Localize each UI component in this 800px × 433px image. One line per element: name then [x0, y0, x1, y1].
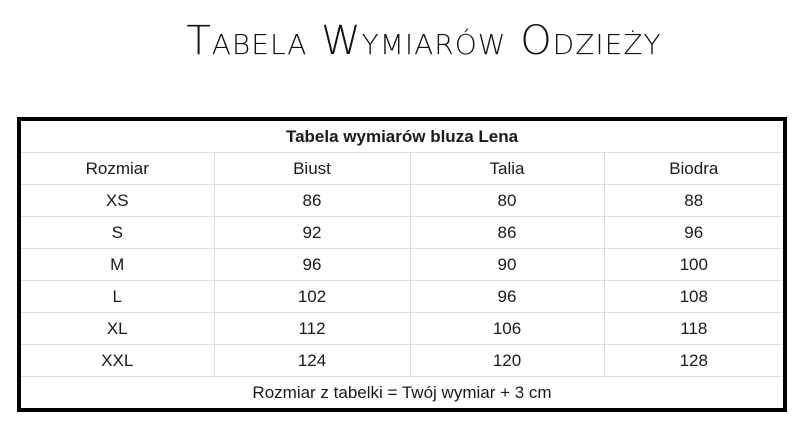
cell-bust: 102	[213, 280, 411, 313]
cell-size: XXL	[18, 344, 215, 377]
header-bust: Biust	[213, 152, 411, 185]
cell-size: S	[18, 216, 215, 249]
table-row: XXL 124 120 128	[18, 344, 786, 377]
header-hips: Biodra	[603, 152, 786, 185]
cell-waist: 90	[409, 248, 605, 281]
page-title: Tabela Wymiarów Odzieży	[186, 18, 662, 64]
cell-hips: 118	[603, 312, 786, 345]
table-row: L 102 96 108	[18, 280, 786, 313]
header-row: Rozmiar Biust Talia Biodra	[18, 152, 786, 185]
cell-hips: 108	[603, 280, 786, 313]
cell-size: L	[18, 280, 215, 313]
cell-bust: 96	[213, 248, 411, 281]
cell-bust: 124	[213, 344, 411, 377]
cell-hips: 88	[603, 184, 786, 217]
header-size: Rozmiar	[18, 152, 215, 185]
table-caption: Tabela wymiarów bluza Lena	[18, 118, 786, 153]
cell-size: XS	[18, 184, 215, 217]
size-table: Tabela wymiarów bluza Lena Rozmiar Biust…	[17, 117, 788, 412]
cell-waist: 120	[409, 344, 605, 377]
table-footer-note: Rozmiar z tabelki = Twój wymiar + 3 cm	[18, 376, 786, 411]
cell-hips: 100	[603, 248, 786, 281]
cell-hips: 96	[603, 216, 786, 249]
cell-size: XL	[18, 312, 215, 345]
table-row: S 92 86 96	[18, 216, 786, 249]
caption-row: Tabela wymiarów bluza Lena	[18, 118, 786, 153]
cell-waist: 106	[409, 312, 605, 345]
cell-hips: 128	[603, 344, 786, 377]
cell-waist: 80	[409, 184, 605, 217]
cell-bust: 86	[213, 184, 411, 217]
footer-row: Rozmiar z tabelki = Twój wymiar + 3 cm	[18, 376, 786, 411]
table-row: M 96 90 100	[18, 248, 786, 281]
cell-size: M	[18, 248, 215, 281]
cell-waist: 86	[409, 216, 605, 249]
header-waist: Talia	[409, 152, 605, 185]
table-row: XL 112 106 118	[18, 312, 786, 345]
table-row: XS 86 80 88	[18, 184, 786, 217]
cell-waist: 96	[409, 280, 605, 313]
cell-bust: 92	[213, 216, 411, 249]
cell-bust: 112	[213, 312, 411, 345]
